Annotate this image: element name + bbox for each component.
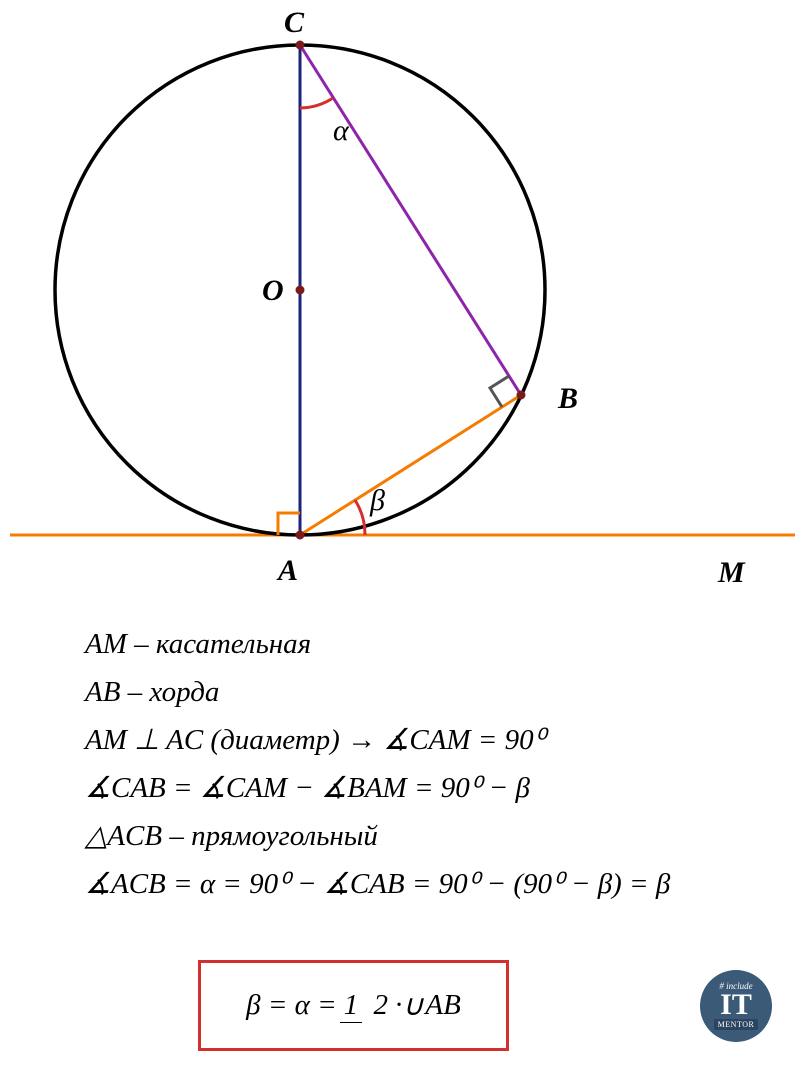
point-dot-C bbox=[296, 41, 304, 49]
angle-alpha-arc bbox=[300, 98, 333, 108]
right-angle-marker-A bbox=[278, 513, 300, 535]
right-angle-marker-B bbox=[490, 376, 509, 407]
result-rhs: AB bbox=[425, 989, 460, 1022]
point-label-M: M bbox=[717, 556, 746, 589]
point-label-B: B bbox=[557, 382, 578, 415]
proof-line-6: ∡ACB = α = 90⁰ − ∡CAB = 90⁰ − (90⁰ − β) … bbox=[85, 860, 670, 908]
chord-CB bbox=[300, 45, 521, 395]
result-lhs: β = α = bbox=[246, 989, 337, 1022]
geometry-diagram: α β C O B A M bbox=[0, 0, 810, 620]
result-fraction: 1 2 bbox=[340, 989, 392, 1023]
page-root: { "layout": { "width": 810, "height": 10… bbox=[0, 0, 810, 1081]
point-label-A: A bbox=[276, 554, 298, 587]
proof-line-3: AM ⊥ AC (диаметр) → ∡CAM = 90⁰ bbox=[85, 716, 670, 764]
arc-symbol: ∪ bbox=[402, 988, 423, 1023]
chord-AB bbox=[300, 395, 521, 535]
proof-line-4: ∡CAB = ∡CAM − ∡BAM = 90⁰ − β bbox=[85, 764, 670, 812]
result-frac-num: 1 bbox=[340, 989, 363, 1023]
point-label-O: O bbox=[262, 274, 284, 307]
logo-mid-text: IT bbox=[720, 991, 752, 1019]
proof-line-1: AM – касательная bbox=[85, 620, 670, 668]
result-frac-den: 2 bbox=[369, 989, 392, 1022]
angle-alpha-label: α bbox=[333, 114, 350, 147]
result-dot: · bbox=[395, 989, 402, 1022]
point-dot-B bbox=[517, 391, 525, 399]
it-mentor-logo: # include IT MENTOR bbox=[700, 970, 772, 1042]
final-result-box: β = α = 1 2 · ∪ AB bbox=[198, 960, 509, 1051]
proof-line-5: △ACB – прямоугольный bbox=[85, 812, 670, 860]
proof-line-2: AB – хорда bbox=[85, 668, 670, 716]
proof-text: AM – касательнаяAB – хордаAM ⊥ AC (диаме… bbox=[85, 620, 670, 908]
angle-beta-label: β bbox=[369, 484, 385, 517]
point-label-C: C bbox=[284, 6, 305, 39]
final-result-content: β = α = 1 2 · ∪ AB bbox=[246, 988, 461, 1023]
point-markers: C O B A M bbox=[262, 6, 746, 589]
logo-bot-text: MENTOR bbox=[714, 1019, 759, 1030]
point-dot-A bbox=[296, 531, 304, 539]
point-dot-O bbox=[296, 286, 304, 294]
